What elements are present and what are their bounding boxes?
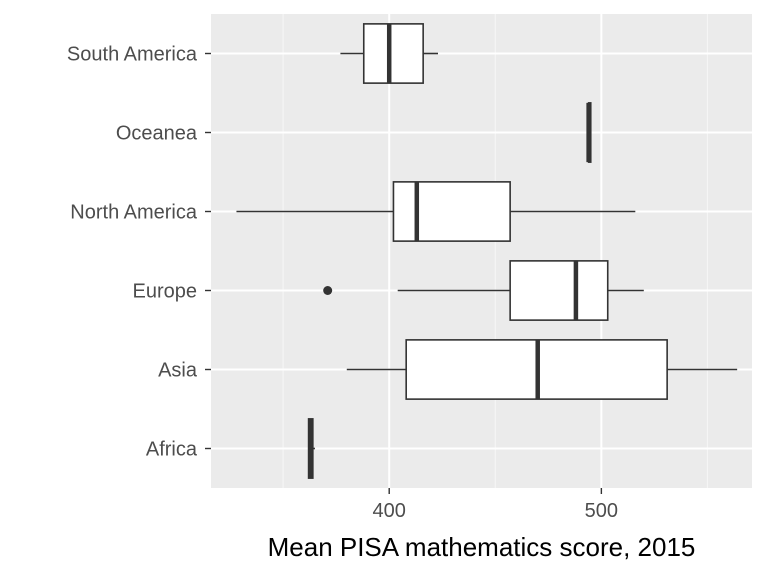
box-iqr: [392, 181, 511, 242]
minor-gridlines: [282, 14, 709, 488]
boxes-layer: [236, 23, 738, 479]
y-tick-label: Africa: [146, 439, 198, 461]
plot-panel: [211, 14, 752, 488]
box-iqr: [362, 23, 424, 84]
x-axis-title: Mean PISA mathematics score, 2015: [268, 532, 696, 562]
box-group: [346, 339, 738, 400]
box-group: [340, 23, 439, 84]
y-tick-label: Europe: [133, 281, 198, 303]
y-tick-label: North America: [70, 202, 198, 224]
y-tick-label: South America: [67, 44, 198, 66]
outlier-point: [323, 286, 333, 295]
box-group: [586, 102, 592, 163]
y-axis: Africa Asia Europe North America Oceanea Sout…: [67, 44, 211, 461]
y-tick-label: Asia: [158, 360, 198, 382]
x-tick-label: 500: [585, 500, 618, 522]
box-group: [307, 418, 315, 479]
box-group: [323, 260, 644, 321]
box-iqr: [509, 260, 609, 321]
x-tick-label: 400: [373, 500, 406, 522]
box-group: [236, 181, 636, 242]
x-axis: 400 500: [373, 488, 618, 522]
y-tick-label: Oceanea: [116, 123, 198, 145]
